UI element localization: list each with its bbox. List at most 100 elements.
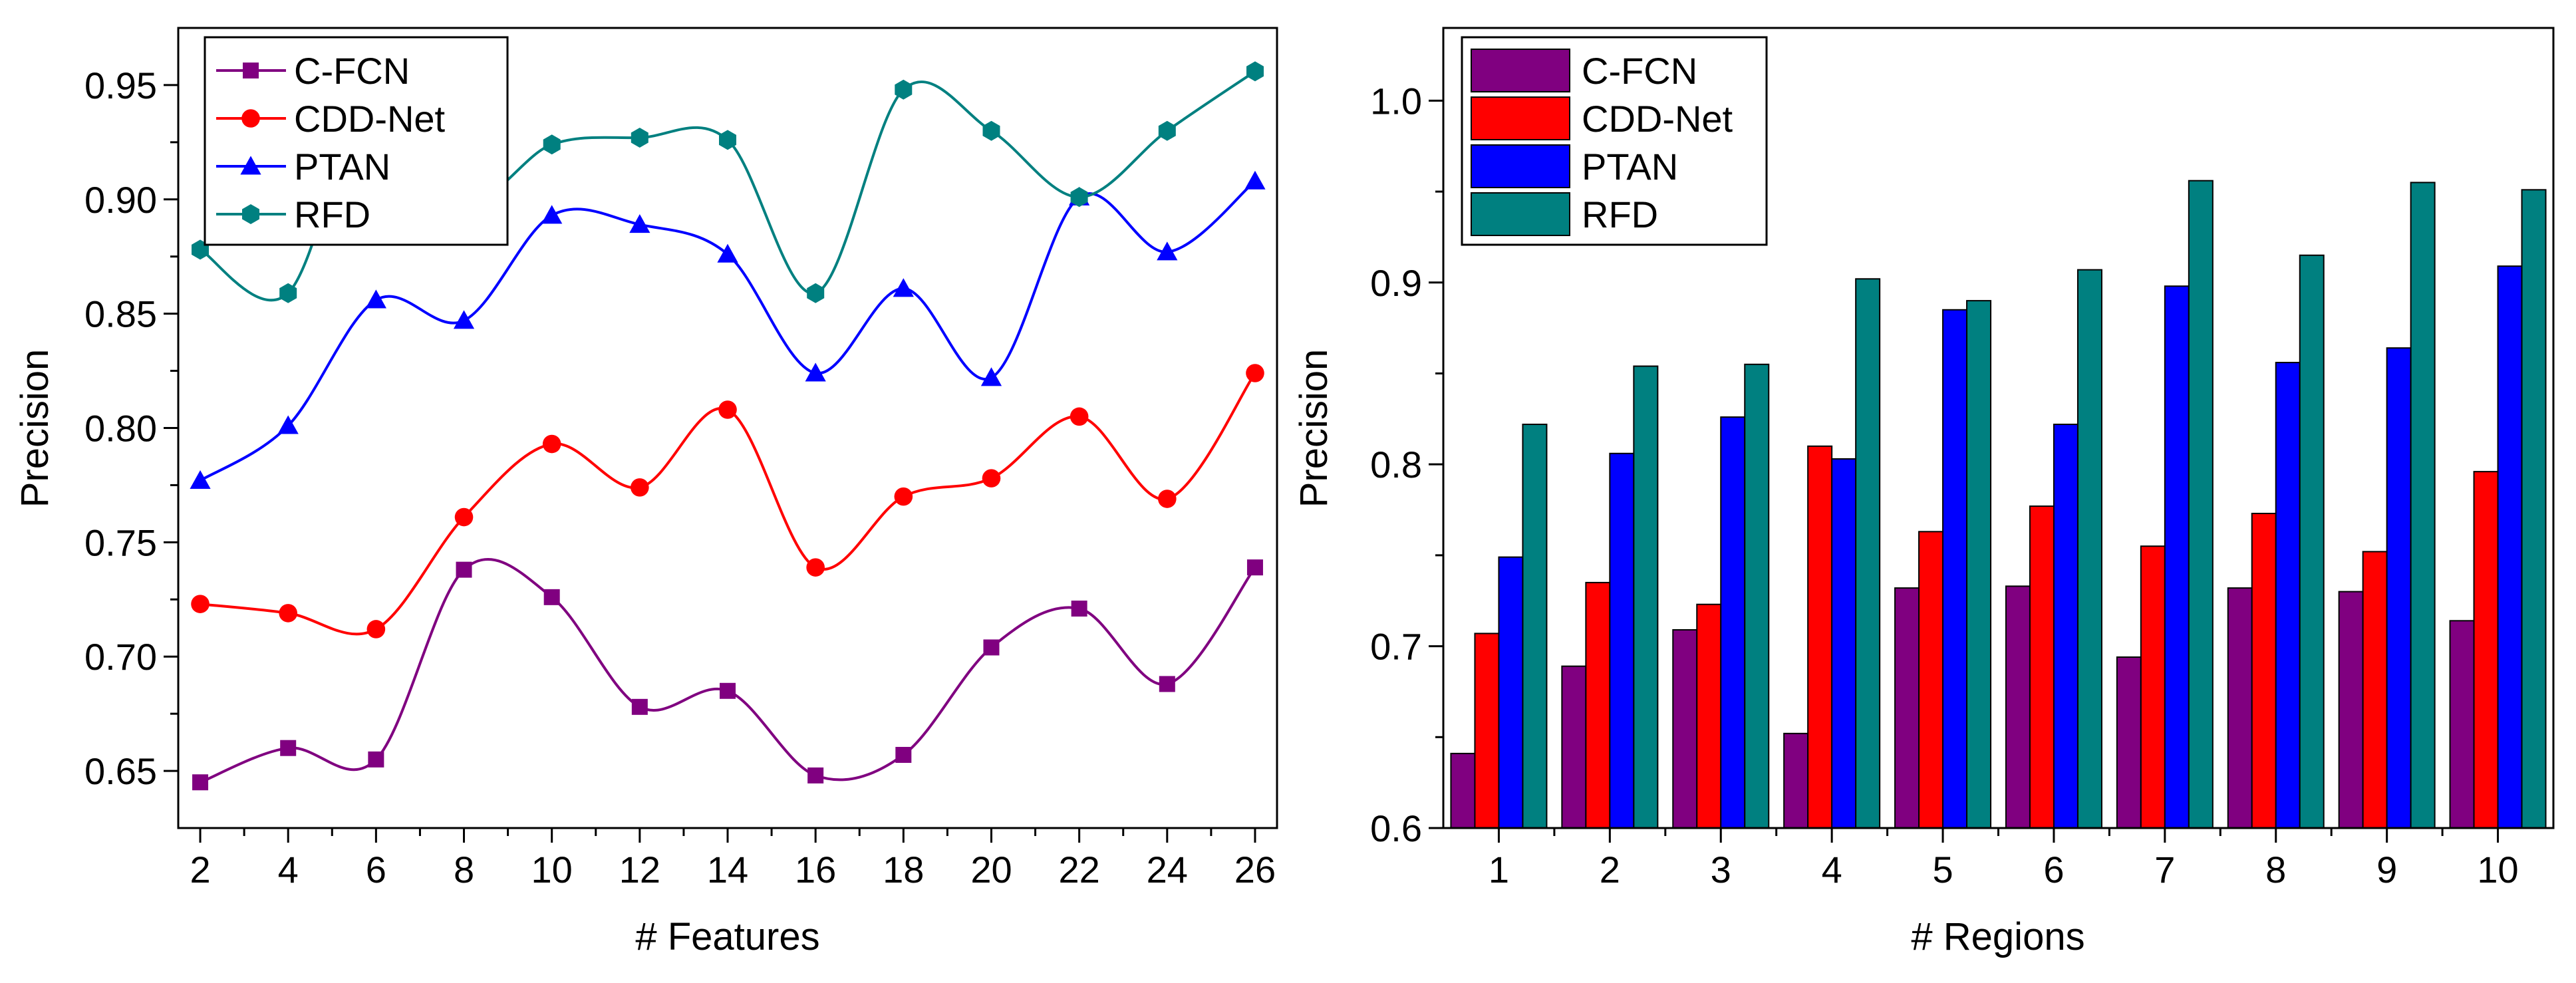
bar-cdd-net bbox=[1585, 581, 1611, 829]
line-series-rfd-point bbox=[543, 134, 561, 155]
bar-ptan bbox=[2164, 285, 2190, 829]
bar-c-fcn bbox=[2227, 587, 2253, 829]
line-series-cdd-net-point bbox=[1246, 364, 1264, 382]
bar-chart-x-tick-label: 10 bbox=[2477, 849, 2518, 891]
line-series-rfd-point bbox=[1158, 120, 1176, 141]
bar-chart-y-tick-label: 1.0 bbox=[1370, 80, 1422, 122]
line-chart-x-tick-label: 14 bbox=[707, 849, 748, 891]
bar-chart-x-tick-label: 4 bbox=[1822, 849, 1842, 891]
line-chart-legend-label: RFD bbox=[294, 194, 370, 235]
bar-cdd-net bbox=[1474, 632, 1500, 829]
bar-ptan bbox=[2497, 265, 2523, 829]
bar-chart-x-axis-title: # Regions bbox=[1911, 915, 2084, 958]
line-series-rfd-point bbox=[807, 283, 825, 303]
bar-rfd bbox=[2076, 269, 2102, 829]
line-series-ptan-point bbox=[453, 310, 475, 329]
line-chart-legend-label: PTAN bbox=[294, 146, 390, 188]
bar-chart-x-tick-label: 9 bbox=[2376, 849, 2397, 891]
line-series-c-fcn-point bbox=[1159, 676, 1175, 692]
bar-chart-y-tick-label: 0.9 bbox=[1370, 262, 1422, 304]
bar-chart-x-tick-label: 8 bbox=[2265, 849, 2286, 891]
line-chart-x-tick-label: 26 bbox=[1234, 849, 1276, 891]
line-series-cdd-net-point bbox=[454, 507, 474, 527]
bar-chart-legend-label: RFD bbox=[1582, 194, 1658, 235]
line-series-ptan-point bbox=[541, 205, 563, 224]
bar-chart-y-tick-label: 0.7 bbox=[1370, 626, 1422, 668]
line-chart-legend-item-ptan: PTAN bbox=[216, 146, 390, 188]
line-series-cdd-net-point bbox=[1070, 407, 1089, 426]
bar-chart-bars-layer bbox=[1450, 180, 2547, 829]
bar-chart-x-tick-label: 1 bbox=[1489, 849, 1509, 891]
line-chart-y-tick-label: 0.70 bbox=[84, 636, 157, 678]
bar-rfd bbox=[2188, 180, 2214, 829]
bar-cdd-net bbox=[1918, 531, 1944, 829]
line-series-c-fcn-point bbox=[368, 751, 384, 768]
line-chart-y-tick-label: 0.85 bbox=[84, 293, 157, 335]
bar-rfd bbox=[1966, 300, 1992, 829]
line-chart-y-tick-label: 0.90 bbox=[84, 179, 157, 221]
line-chart-y-tick-label: 0.80 bbox=[84, 408, 157, 450]
line-chart-x-tick-label: 10 bbox=[531, 849, 573, 891]
legend-marker bbox=[241, 109, 260, 128]
bar-c-fcn bbox=[1783, 732, 1809, 829]
line-chart-legend: C-FCN CDD-Net PTAN RFD bbox=[204, 36, 509, 246]
bar-cdd-net bbox=[1807, 445, 1833, 829]
bar-chart-legend: C-FCN CDD-Net PTAN RFD bbox=[1461, 36, 1768, 246]
bar-cdd-net bbox=[1696, 603, 1722, 829]
bar-c-fcn bbox=[1450, 752, 1476, 829]
bar-ptan bbox=[1498, 556, 1524, 829]
bar-chart-x-tick-label: 3 bbox=[1711, 849, 1731, 891]
bar-c-fcn bbox=[1672, 629, 1698, 829]
bar-ptan bbox=[1609, 452, 1635, 829]
line-series-cdd-net-point bbox=[894, 487, 913, 506]
line-chart-x-tick-label: 22 bbox=[1058, 849, 1099, 891]
bar-ptan bbox=[1942, 309, 1968, 829]
bar-ptan bbox=[2386, 347, 2412, 829]
bar-chart-legend-label: C-FCN bbox=[1582, 50, 1697, 92]
line-series-ptan-point bbox=[277, 415, 299, 434]
bar-chart-legend-label: CDD-Net bbox=[1582, 98, 1733, 140]
bar-chart-x-tick-label: 7 bbox=[2154, 849, 2175, 891]
line-series-ptan-point bbox=[1157, 241, 1178, 261]
line-chart-legend-label: C-FCN bbox=[294, 50, 410, 92]
line-series-c-fcn-point bbox=[192, 774, 209, 791]
bar-rfd bbox=[1633, 365, 1659, 829]
bar-chart-x-tick-label: 2 bbox=[1600, 849, 1620, 891]
legend-marker bbox=[240, 156, 261, 175]
bar-cdd-net bbox=[2362, 551, 2388, 829]
line-chart-y-tick-label: 0.75 bbox=[84, 521, 157, 563]
line-series-ptan-point bbox=[893, 278, 914, 297]
line-series-cdd-net-point bbox=[982, 469, 1001, 488]
bar-series-rfd bbox=[1522, 180, 2547, 829]
bar-c-fcn bbox=[2449, 620, 2475, 829]
line-chart: 2 4 6 8 10 12 14 16 18 20 22 24 260.650.700.750.800.… bbox=[13, 27, 1278, 958]
line-series-c-fcn-point bbox=[631, 698, 648, 715]
legend-color-swatch bbox=[1471, 144, 1570, 188]
line-series-rfd-point bbox=[1070, 187, 1088, 208]
bar-ptan bbox=[1831, 458, 1857, 829]
line-chart-x-tick-label: 16 bbox=[795, 849, 836, 891]
line-series-cdd-net-point bbox=[1158, 490, 1177, 508]
line-chart-x-tick-label: 8 bbox=[454, 849, 474, 891]
line-series-c-fcn-point bbox=[720, 682, 736, 699]
bar-chart-legend-label: PTAN bbox=[1582, 146, 1678, 188]
bar-chart: 1 2 3 4 5 6 7 8 9 10 0.6 0.7 0.8 0.9 1.0 # Regions Pre… bbox=[1292, 27, 2555, 958]
bar-chart-ticks: 1 2 3 4 5 6 7 8 9 10 0.6 0.7 0.8 0.9 1.0 bbox=[1370, 80, 2519, 891]
line-chart-x-tick-label: 20 bbox=[970, 849, 1012, 891]
line-series-rfd-point bbox=[895, 79, 913, 100]
bar-rfd bbox=[2299, 254, 2325, 829]
line-chart-x-tick-label: 4 bbox=[278, 849, 299, 891]
line-series-cdd-net bbox=[191, 364, 1264, 638]
line-chart-y-tick-label: 0.65 bbox=[84, 750, 157, 792]
bar-chart-y-tick-label: 0.6 bbox=[1370, 807, 1422, 849]
legend-marker bbox=[242, 204, 259, 224]
line-series-ptan-point bbox=[365, 289, 386, 309]
bar-c-fcn bbox=[1894, 587, 1920, 829]
line-series-c-fcn-point bbox=[1246, 559, 1263, 576]
bar-chart-x-tick-label: 6 bbox=[2043, 849, 2064, 891]
line-series-rfd-point bbox=[631, 128, 648, 148]
bar-c-fcn bbox=[2116, 656, 2142, 829]
line-series-cdd-net-point bbox=[279, 604, 298, 623]
